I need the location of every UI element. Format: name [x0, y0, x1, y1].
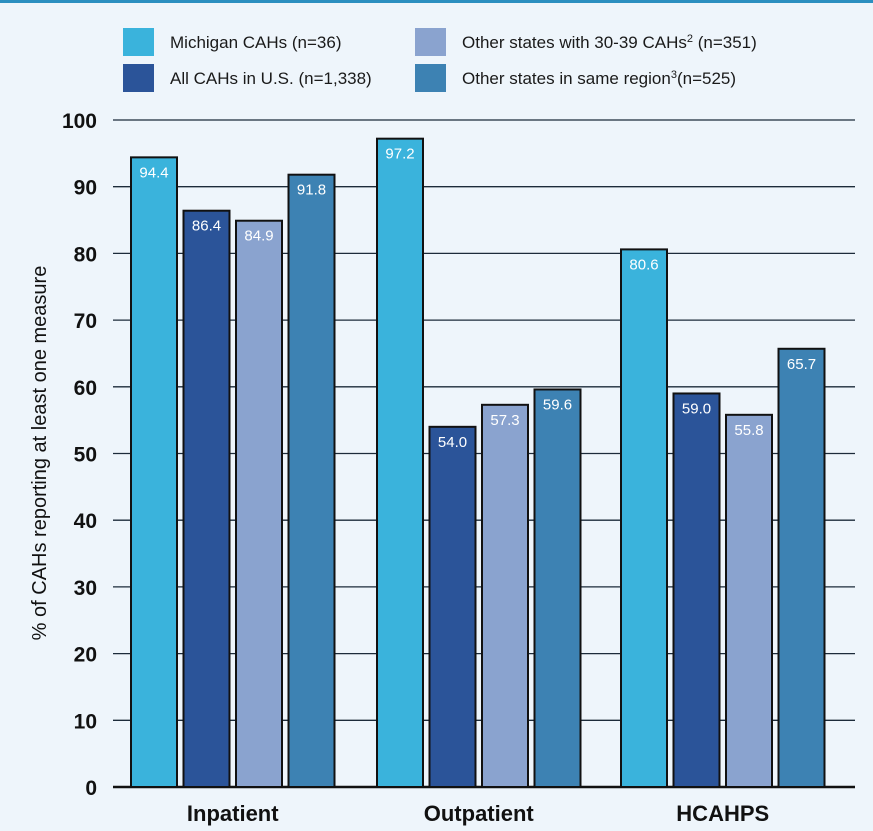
- bar-hcahps-series-1: [620, 248, 668, 788]
- y-tick-label: 10: [74, 710, 97, 733]
- legend: Michigan CAHs (n=36) All CAHs in U.S. (n=…: [123, 28, 757, 92]
- bar-value-label: 65.7: [787, 356, 816, 373]
- y-tick-label: 30: [74, 577, 97, 600]
- bar-value-label: 57.3: [490, 412, 519, 429]
- legend-label: All CAHs in U.S. (n=1,338): [170, 69, 372, 88]
- legend-swatch: [415, 64, 446, 92]
- bar-outpatient-series-2: [428, 425, 477, 788]
- y-tick-label: 0: [85, 777, 97, 800]
- x-category-label: HCAHPS: [676, 801, 769, 826]
- bar-inpatient-series-1: [130, 156, 178, 789]
- y-tick-label: 80: [74, 243, 97, 266]
- bar-hcahps-series-3: [725, 413, 773, 788]
- y-tick-label: 60: [74, 377, 97, 400]
- bar-value-label: 91.8: [297, 182, 326, 199]
- bar-inpatient-series-2: [182, 209, 231, 789]
- top-rule: [0, 0, 873, 3]
- bar-value-label: 86.4: [192, 218, 221, 235]
- legend-label: Michigan CAHs (n=36): [170, 33, 342, 52]
- x-axis-categories: Inpatient Outpatient HCAHPS: [187, 801, 769, 826]
- x-category-label: Inpatient: [187, 801, 279, 826]
- legend-swatch: [123, 64, 154, 92]
- bar-value-label: 94.4: [139, 164, 168, 181]
- legend-label: Other states in same region3(n=525): [462, 69, 736, 88]
- bar-value-label: 54.0: [438, 434, 467, 451]
- bar-value-label: 59.0: [682, 400, 711, 417]
- y-tick-label: 50: [74, 444, 97, 467]
- bar-value-label: 84.9: [244, 228, 273, 245]
- y-tick-label: 90: [74, 177, 97, 200]
- legend-swatch: [123, 28, 154, 56]
- y-tick-label: 40: [74, 510, 97, 533]
- y-tick-label: 70: [74, 310, 97, 333]
- bar-hcahps-series-2: [672, 392, 721, 788]
- bars: 94.4 86.4 84.9 91.8 97.2 54.0 57.3 59.6 80.6 59.0…: [130, 137, 826, 789]
- bar-value-label: 97.2: [385, 146, 414, 163]
- bar-value-label: 80.6: [629, 256, 658, 273]
- bar-inpatient-series-3: [235, 219, 283, 789]
- bar-outpatient-series-3: [481, 403, 529, 788]
- y-tick-label: 20: [74, 644, 97, 667]
- bar-inpatient-series-4: [287, 173, 336, 789]
- bar-value-label: 55.8: [734, 422, 763, 439]
- legend-label: Other states with 30-39 CAHs2 (n=351): [462, 33, 757, 52]
- bar-outpatient-series-1: [376, 137, 424, 788]
- bar-value-label: 59.6: [543, 396, 572, 413]
- y-axis-title: % of CAHs reporting at least one measure: [29, 266, 51, 641]
- legend-swatch: [415, 28, 446, 56]
- bar-hcahps-series-4: [777, 347, 826, 788]
- x-category-label: Outpatient: [424, 801, 535, 826]
- y-tick-label: 100: [62, 110, 97, 133]
- bar-outpatient-series-4: [533, 388, 582, 788]
- y-axis-ticks: 0 10 20 30 40 50 60 70 80 90 100: [62, 110, 97, 800]
